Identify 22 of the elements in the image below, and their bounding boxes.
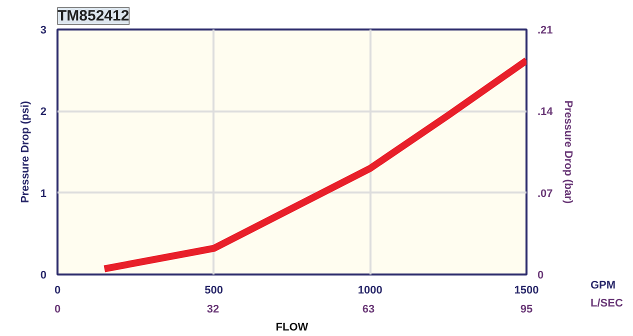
y-tick-label: 1 <box>40 188 47 200</box>
text: GPM <box>590 280 616 292</box>
x2-tick-label: 63 <box>362 304 375 316</box>
x-tick-label: 1500 <box>514 284 539 296</box>
x2-tick-label: 0 <box>54 304 61 316</box>
y-axis-title: Pressure Drop (psi) <box>19 100 32 204</box>
x2-tick-label: 32 <box>206 304 220 316</box>
y2-tick-label: .21 <box>538 24 553 36</box>
x-tick-label: 0 <box>54 284 61 296</box>
y2-tick-label: .07 <box>538 188 553 200</box>
x-axis-title: FLOW <box>276 322 309 334</box>
y-tick-label: 0 <box>40 270 47 282</box>
y-tick-label: 2 <box>40 106 47 118</box>
x2-tick-label: 95 <box>520 304 533 316</box>
y-tick-label: 3 <box>40 24 47 36</box>
y2-tick-label: 0 <box>538 270 544 282</box>
x-tick-label: 1000 <box>358 284 382 296</box>
chart-title: TM852412 <box>58 8 130 24</box>
y2-tick-label: .14 <box>538 106 554 118</box>
text: L/SEC <box>590 298 623 310</box>
y2-axis-title: Pressure Drop (bar) <box>562 100 574 204</box>
x-tick-label: 500 <box>204 284 224 296</box>
